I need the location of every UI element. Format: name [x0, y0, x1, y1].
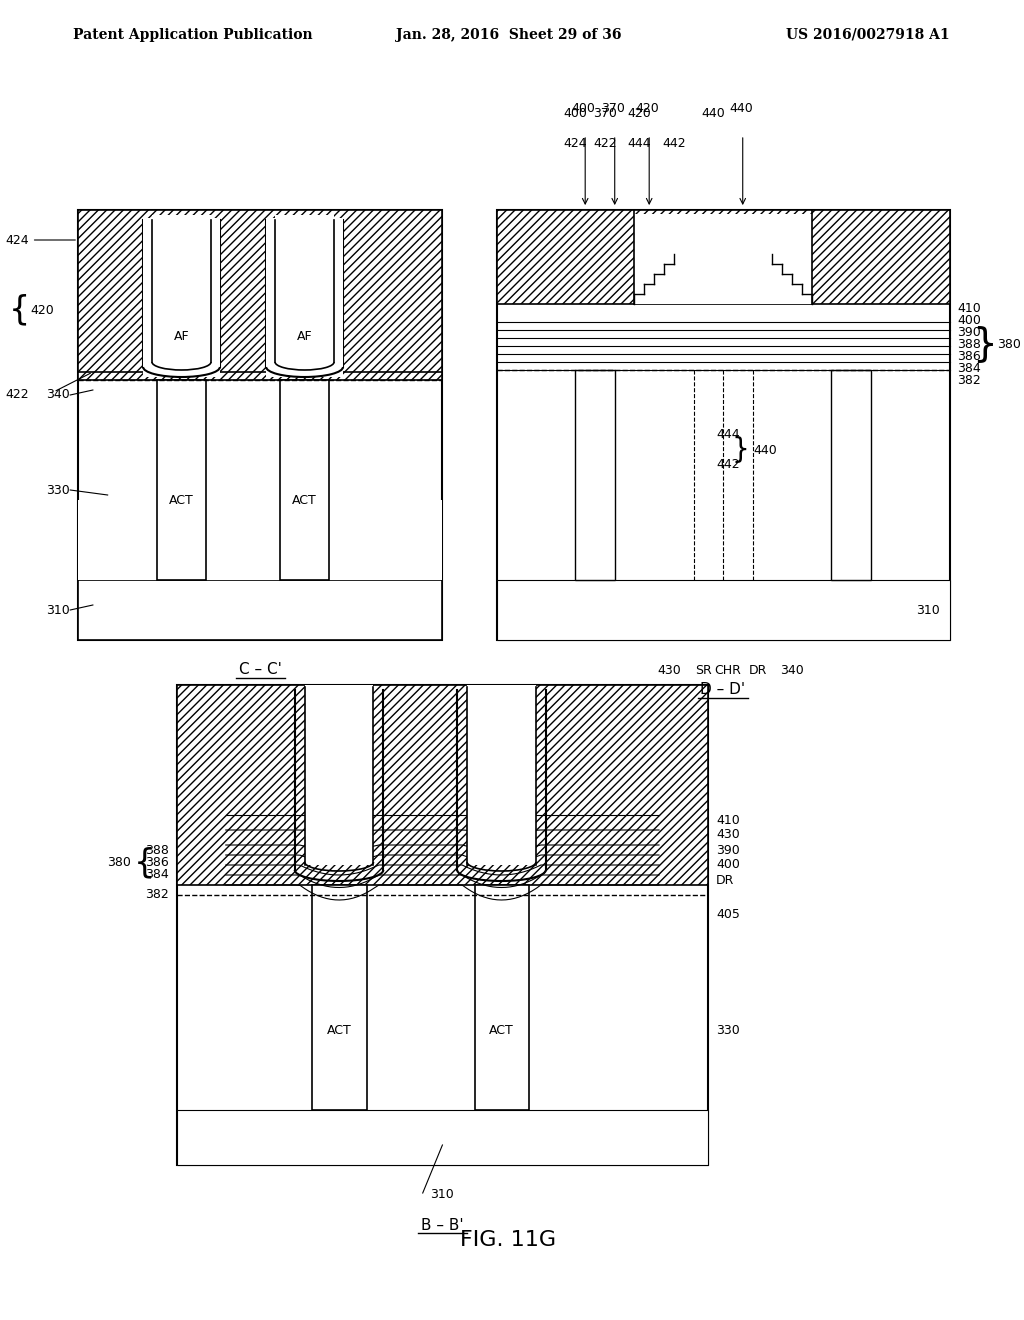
Text: 440: 440 — [701, 107, 725, 120]
Bar — [143, 218, 220, 378]
Text: 386: 386 — [957, 351, 981, 363]
Text: 420: 420 — [635, 102, 659, 115]
Bar — [176, 685, 709, 1166]
Text: 310: 310 — [915, 603, 940, 616]
Text: 440: 440 — [754, 444, 777, 457]
Text: 340: 340 — [780, 664, 804, 676]
Bar — [280, 380, 329, 579]
Text: AF: AF — [297, 330, 312, 343]
Text: C – C': C – C' — [239, 663, 282, 677]
Bar — [312, 884, 367, 1110]
Text: 420: 420 — [31, 304, 54, 317]
Bar — [157, 380, 206, 579]
Bar — [176, 685, 709, 884]
Text: US 2016/0027918 A1: US 2016/0027918 A1 — [785, 28, 949, 42]
Text: 380: 380 — [108, 857, 131, 870]
Bar — [78, 500, 442, 579]
Text: 424: 424 — [563, 137, 587, 150]
Text: {: { — [133, 846, 155, 879]
Text: 400: 400 — [571, 102, 595, 115]
Text: 388: 388 — [144, 843, 169, 857]
Text: 384: 384 — [957, 363, 981, 375]
Text: 422: 422 — [593, 137, 616, 150]
Bar — [831, 370, 870, 579]
Bar — [304, 685, 374, 865]
Text: 310: 310 — [430, 1188, 455, 1201]
Text: 410: 410 — [716, 813, 740, 826]
Text: 405: 405 — [716, 908, 740, 921]
Text: ACT: ACT — [327, 1023, 351, 1036]
Text: 330: 330 — [46, 483, 71, 496]
Bar — [635, 214, 812, 304]
Text: CHR: CHR — [715, 664, 741, 676]
Text: 444: 444 — [716, 429, 739, 441]
Text: 390: 390 — [957, 326, 981, 339]
Text: AF: AF — [174, 330, 189, 343]
Text: 442: 442 — [716, 458, 739, 471]
Text: ACT: ACT — [169, 494, 194, 507]
Bar — [152, 215, 211, 367]
Text: 420: 420 — [628, 107, 651, 120]
Text: 382: 382 — [145, 888, 169, 902]
Text: 410: 410 — [957, 302, 981, 315]
Text: 386: 386 — [145, 857, 169, 870]
Text: 388: 388 — [957, 338, 981, 351]
Text: 424: 424 — [5, 234, 76, 247]
Bar — [497, 579, 949, 640]
Text: 400: 400 — [563, 107, 588, 120]
Text: 384: 384 — [145, 869, 169, 882]
Text: 430: 430 — [716, 829, 740, 842]
Text: 390: 390 — [716, 843, 740, 857]
Text: 430: 430 — [657, 664, 681, 676]
Text: FIG. 11G: FIG. 11G — [461, 1230, 556, 1250]
Text: Jan. 28, 2016  Sheet 29 of 36: Jan. 28, 2016 Sheet 29 of 36 — [395, 28, 622, 42]
Text: 440: 440 — [729, 102, 753, 115]
Text: D – D': D – D' — [700, 682, 745, 697]
Bar — [275, 215, 334, 367]
Text: DR: DR — [716, 874, 734, 887]
Text: Patent Application Publication: Patent Application Publication — [73, 28, 312, 42]
Text: ACT: ACT — [489, 1023, 514, 1036]
Text: 370: 370 — [593, 107, 616, 120]
Bar — [78, 579, 442, 640]
Text: DR: DR — [749, 664, 767, 676]
Text: SR: SR — [695, 664, 712, 676]
Text: 442: 442 — [662, 137, 686, 150]
Bar — [475, 884, 529, 1110]
Bar — [575, 370, 614, 579]
Text: 382: 382 — [957, 375, 981, 388]
Text: 330: 330 — [716, 1023, 740, 1036]
Text: 400: 400 — [957, 314, 981, 327]
Text: 370: 370 — [601, 102, 625, 115]
Text: 422: 422 — [5, 388, 29, 400]
Text: 444: 444 — [628, 137, 651, 150]
Bar — [497, 210, 949, 304]
Bar — [78, 210, 442, 640]
Text: 340: 340 — [46, 388, 71, 401]
Text: 400: 400 — [716, 858, 740, 871]
Text: B – B': B – B' — [421, 1217, 464, 1233]
Text: ACT: ACT — [292, 494, 317, 507]
Text: 310: 310 — [46, 603, 71, 616]
Bar — [266, 218, 343, 378]
Bar — [497, 210, 949, 640]
Bar — [176, 1110, 709, 1166]
Text: {: { — [8, 293, 30, 326]
Text: }: } — [732, 436, 750, 465]
Bar — [467, 685, 536, 865]
Text: 380: 380 — [996, 338, 1021, 351]
Text: }: } — [973, 325, 997, 363]
Bar — [78, 210, 442, 380]
